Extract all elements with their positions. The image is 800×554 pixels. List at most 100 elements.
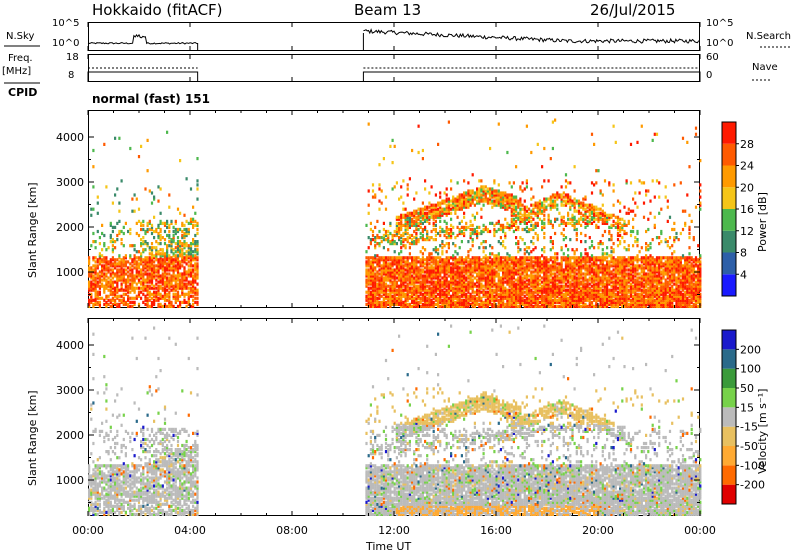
heat-cell xyxy=(98,236,101,240)
heat-cell xyxy=(510,203,513,207)
heat-cell xyxy=(94,286,97,290)
heat-cell xyxy=(538,209,541,213)
heat-cell xyxy=(558,288,561,292)
heat-cell xyxy=(434,193,437,197)
heat-cell xyxy=(478,231,481,236)
heat-cell xyxy=(437,302,440,306)
heat-cell xyxy=(547,221,550,225)
heat-cell xyxy=(528,227,531,232)
heat-cell xyxy=(447,268,450,272)
heat-cell xyxy=(371,260,375,264)
heat-cell xyxy=(590,254,594,258)
heat-cell xyxy=(588,272,591,276)
heat-cell xyxy=(556,266,559,270)
heat-cell xyxy=(105,280,108,284)
heat-cell xyxy=(450,296,453,300)
heat-cell xyxy=(192,284,195,288)
heat-cell xyxy=(523,304,526,308)
heat-cell xyxy=(434,272,437,276)
heat-cell xyxy=(523,276,526,280)
heat-cell xyxy=(512,302,515,306)
heat-cell xyxy=(406,219,409,223)
heat-cell xyxy=(517,278,520,282)
heat-cell xyxy=(502,256,505,260)
heat-cell xyxy=(482,187,485,191)
heat-cell xyxy=(426,213,429,217)
heat-cell xyxy=(606,219,609,223)
heat-cell xyxy=(408,262,411,266)
heat-cell xyxy=(517,272,520,276)
heat-cell xyxy=(445,221,448,225)
heat-cell xyxy=(554,258,557,262)
heat-cell xyxy=(369,270,372,274)
heat-cell xyxy=(148,272,151,276)
nsky-tick-bottom: 10^0 xyxy=(52,38,80,49)
heat-cell xyxy=(187,231,190,236)
heat-cell xyxy=(606,290,609,294)
heat-cell xyxy=(176,246,180,250)
heat-cell xyxy=(577,290,581,294)
heat-cell xyxy=(424,266,427,270)
heat-cell xyxy=(456,215,459,219)
heat-cell xyxy=(452,282,455,286)
heat-cell xyxy=(365,256,368,260)
heat-cell xyxy=(534,231,537,236)
heat-cell xyxy=(434,302,437,306)
heat-cell xyxy=(389,292,392,296)
heat-cell xyxy=(382,288,385,292)
heat-cell xyxy=(543,260,546,264)
heat-cell xyxy=(88,280,91,284)
heat-cell xyxy=(543,280,546,284)
heat-cell xyxy=(567,195,570,199)
heat-cell xyxy=(486,292,489,296)
heat-cell xyxy=(161,278,164,282)
heat-cell xyxy=(603,270,607,274)
heat-cell xyxy=(554,278,557,282)
heat-cell xyxy=(441,227,444,232)
heat-cell xyxy=(562,298,565,302)
heat-cell xyxy=(103,298,106,302)
heat-cell xyxy=(545,280,548,284)
heat-cell xyxy=(502,225,505,229)
heat-cell xyxy=(369,292,372,296)
heat-cell xyxy=(192,242,195,246)
heat-cell xyxy=(508,205,511,209)
heat-cell xyxy=(582,286,585,290)
heat-cell xyxy=(486,189,489,193)
heat-cell xyxy=(486,294,489,298)
heat-cell xyxy=(606,282,609,286)
heat-cell xyxy=(486,280,489,284)
heat-cell xyxy=(603,300,607,304)
heat-cell xyxy=(445,304,448,308)
heat-cell xyxy=(443,207,446,211)
heat-cell xyxy=(473,217,476,221)
heat-cell xyxy=(467,304,470,308)
heat-cell xyxy=(547,278,550,282)
heat-cell xyxy=(489,264,492,268)
heat-cell xyxy=(538,288,541,292)
heat-cell xyxy=(525,266,528,270)
heat-cell xyxy=(118,231,121,236)
heat-cell xyxy=(534,256,537,260)
heat-cell xyxy=(140,252,143,256)
heat-cell xyxy=(96,266,99,270)
heat-cell xyxy=(421,213,424,217)
heat-cell xyxy=(493,298,496,302)
heat-cell xyxy=(515,242,518,246)
heat-cell xyxy=(567,221,570,225)
heat-cell xyxy=(92,304,95,308)
heat-cell xyxy=(417,217,420,221)
heat-cell xyxy=(575,264,578,268)
heat-cell xyxy=(476,264,479,268)
heat-cell xyxy=(194,288,197,292)
heat-cell xyxy=(519,219,522,223)
heat-cell xyxy=(187,229,190,234)
heat-cell xyxy=(168,292,171,296)
heat-cell xyxy=(502,203,505,207)
heat-cell xyxy=(415,294,418,298)
heat-cell xyxy=(111,292,114,296)
heat-cell xyxy=(504,191,507,195)
heat-cell xyxy=(170,300,173,304)
heat-cell xyxy=(491,205,494,209)
heat-cell xyxy=(480,189,483,193)
